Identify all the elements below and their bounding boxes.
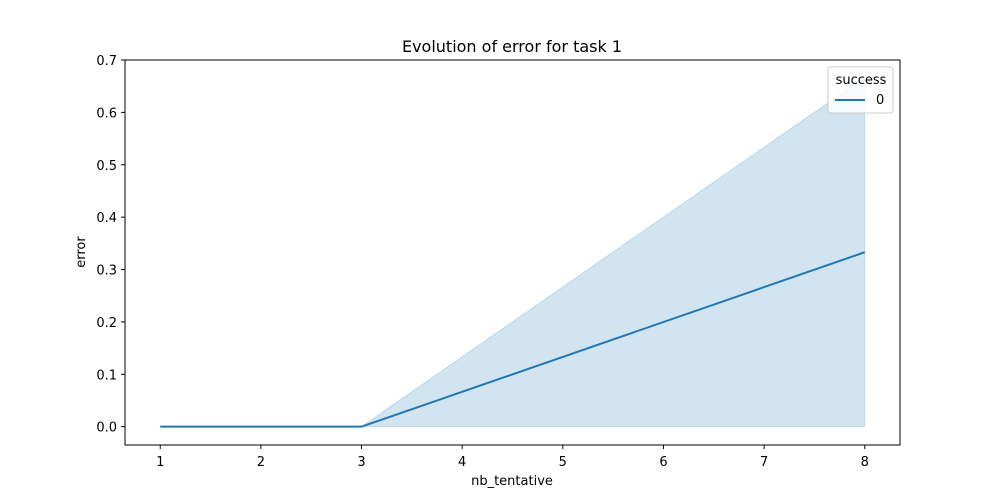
y-tick-label: 0.6 [96,106,117,121]
y-tick-label: 0.5 [96,159,117,174]
x-tick-label: 7 [760,455,768,470]
x-tick-label: 3 [357,455,365,470]
y-axis-ticks: 0.0 0.1 0.2 0.3 0.4 0.5 0.6 0.7 [96,54,125,436]
plot-area-frame [124,59,901,446]
x-tick-label: 4 [458,455,466,470]
legend-box [827,66,894,114]
legend: success 0 [827,66,894,114]
y-tick-label: 0.4 [96,211,117,226]
y-tick-label: 0.0 [96,421,117,436]
legend-title: success [836,73,887,88]
x-axis-ticks: 1 2 3 4 5 6 7 8 [156,445,869,470]
y-tick-label: 0.3 [96,264,117,279]
y-tick-label: 0.7 [96,54,117,69]
y-axis-label: error [74,236,89,268]
x-tick-label: 2 [257,455,265,470]
y-tick-label: 0.2 [96,316,117,331]
x-tick-label: 8 [861,455,869,470]
x-tick-label: 6 [659,455,667,470]
y-tick-label: 0.1 [96,368,117,383]
x-axis-label: nb_tentative [471,474,553,489]
x-tick-label: 1 [156,455,164,470]
series-line-0 [160,251,866,428]
x-tick-label: 5 [559,455,567,470]
series-line-layer [160,251,866,428]
chart-title: Evolution of error for task 1 [402,37,622,56]
legend-label-series-0: 0 [876,93,884,108]
